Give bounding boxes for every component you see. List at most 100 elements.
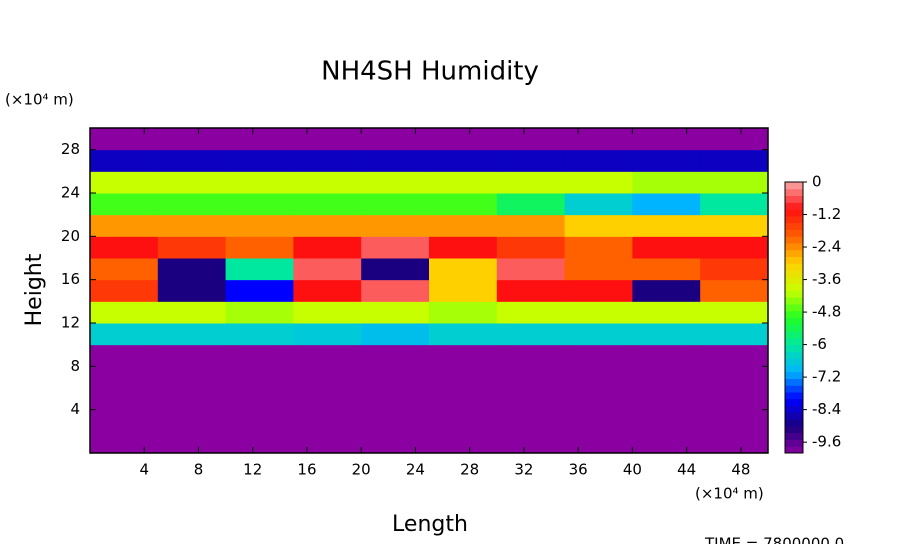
heat-cell: [157, 388, 227, 411]
heat-cell: [564, 388, 633, 411]
heat-cell: [157, 128, 227, 151]
heat-cell: [632, 344, 701, 367]
heat-cell: [564, 323, 633, 346]
heat-cell: [225, 301, 294, 324]
x-tick-label: 44: [677, 461, 696, 479]
heat-cell: [90, 214, 159, 237]
heat-cell: [361, 128, 430, 151]
heat-cell: [564, 214, 633, 237]
heat-cell: [293, 279, 362, 302]
heat-cell: [632, 279, 701, 302]
y-tick-label: 4: [70, 400, 80, 418]
heat-cell: [157, 236, 227, 259]
heat-cell: [225, 409, 294, 432]
x-tick-label: 4: [139, 461, 149, 479]
heat-cell: [225, 431, 294, 454]
heat-cell: [90, 128, 159, 151]
heat-cell: [157, 149, 227, 172]
heat-cell: [361, 149, 430, 172]
heat-cell: [225, 366, 294, 389]
colorbar-segment: [785, 398, 803, 407]
heat-cell: [564, 409, 633, 432]
heat-cell: [293, 409, 362, 432]
x-tick-label: 8: [194, 461, 204, 479]
plot-frame: [89, 127, 769, 454]
heat-cell: [700, 366, 769, 389]
heat-cell: [700, 323, 769, 346]
heat-cell: [293, 171, 362, 194]
heat-cell: [157, 366, 227, 389]
heat-cell: [361, 388, 430, 411]
heat-cell: [429, 128, 498, 151]
colorbar-segment: [785, 358, 803, 366]
heat-cell: [429, 171, 498, 194]
heat-cell: [293, 214, 362, 237]
colorbar-segment: [785, 276, 803, 285]
heat-cell: [700, 431, 769, 454]
colorbar-segment: [785, 222, 803, 230]
colorbar-tick-label: -3.6: [812, 270, 841, 288]
heat-cell: [90, 279, 159, 302]
heat-cell: [700, 214, 769, 237]
heat-cell: [293, 258, 362, 281]
y-axis-label: Height: [22, 253, 47, 326]
heat-cell: [564, 193, 633, 216]
heat-cell: [496, 171, 566, 194]
heat-cell: [157, 279, 227, 302]
y-tick-label: 24: [61, 184, 80, 202]
heat-cell: [632, 366, 701, 389]
heat-cell: [361, 171, 430, 194]
heat-cell: [496, 258, 566, 281]
colorbar-tick-label: -6: [812, 335, 827, 353]
heat-cell: [564, 279, 633, 302]
y-tick-label: 28: [61, 140, 80, 158]
colorbar-segment: [785, 324, 803, 332]
x-tick-label: 24: [406, 461, 425, 479]
heat-cell: [225, 344, 294, 367]
colorbar-segment: [785, 209, 803, 217]
heat-cell: [429, 236, 498, 259]
heat-cell: [429, 344, 498, 367]
y-tick-label: 8: [70, 357, 80, 375]
heat-cell: [293, 388, 362, 411]
time-annotation: TIME = 7800000.0: [704, 535, 844, 544]
heat-cell: [496, 323, 566, 346]
heat-cell: [700, 301, 769, 324]
heat-cell: [157, 214, 227, 237]
heat-cell: [361, 431, 430, 454]
heat-cell: [225, 171, 294, 194]
heat-cell: [90, 149, 159, 172]
heat-cell: [429, 301, 498, 324]
heat-cell: [90, 323, 159, 346]
heat-cell: [700, 279, 769, 302]
colorbar-segment: [785, 236, 803, 244]
heat-cell: [632, 388, 701, 411]
heat-cell: [157, 431, 227, 454]
heat-cell: [157, 323, 227, 346]
heat-cell: [700, 409, 769, 432]
heat-cell: [496, 149, 566, 172]
heat-cell: [90, 366, 159, 389]
heat-cell: [293, 128, 362, 151]
x-tick-label: 48: [731, 461, 750, 479]
colorbar-segment: [785, 242, 803, 251]
heat-cell: [632, 301, 701, 324]
colorbar-segment: [785, 446, 803, 454]
colorbar-segment: [785, 392, 803, 400]
colorbar-tick-label: -7.2: [812, 368, 841, 386]
colorbar-segment: [785, 195, 803, 203]
colorbar-segment: [785, 303, 803, 312]
heat-cell: [564, 366, 633, 389]
x-tick-label: 20: [352, 461, 371, 479]
colorbar-segment: [785, 297, 803, 305]
heat-cell: [90, 301, 159, 324]
colorbar-tick-label: -1.2: [812, 205, 841, 223]
heat-cell: [90, 171, 159, 194]
heat-cell: [90, 431, 159, 454]
heat-cell: [90, 344, 159, 367]
heat-cell: [632, 171, 701, 194]
heat-cell: [496, 431, 566, 454]
colorbar-segment: [785, 310, 803, 318]
colorbar-segment: [785, 432, 803, 440]
